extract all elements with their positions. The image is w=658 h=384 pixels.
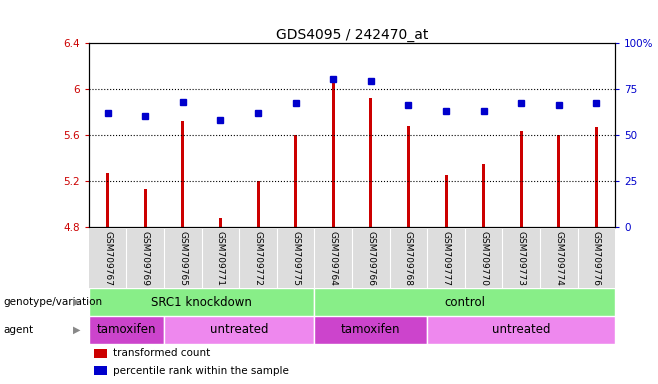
Bar xyxy=(257,181,259,227)
Text: control: control xyxy=(444,296,486,309)
Bar xyxy=(143,189,147,227)
Text: untreated: untreated xyxy=(210,323,268,336)
Bar xyxy=(94,366,107,375)
Text: agent: agent xyxy=(3,325,34,335)
Bar xyxy=(315,316,427,344)
Bar xyxy=(164,316,315,344)
Bar xyxy=(89,288,315,316)
Text: GSM709776: GSM709776 xyxy=(592,231,601,286)
Text: GSM709769: GSM709769 xyxy=(141,231,150,286)
Text: GSM709767: GSM709767 xyxy=(103,231,112,286)
Text: percentile rank within the sample: percentile rank within the sample xyxy=(113,366,288,376)
Text: transformed count: transformed count xyxy=(113,348,210,358)
Bar xyxy=(315,288,615,316)
Text: SRC1 knockdown: SRC1 knockdown xyxy=(151,296,252,309)
Bar xyxy=(427,316,615,344)
Text: tamoxifen: tamoxifen xyxy=(341,323,401,336)
Bar xyxy=(557,135,561,227)
Text: GSM709772: GSM709772 xyxy=(253,231,263,286)
Bar xyxy=(94,349,107,358)
Bar xyxy=(294,135,297,227)
Bar xyxy=(520,131,522,227)
Text: GSM709777: GSM709777 xyxy=(442,231,451,286)
Bar xyxy=(407,126,410,227)
Text: genotype/variation: genotype/variation xyxy=(3,297,103,307)
Bar xyxy=(106,173,109,227)
Text: GSM709770: GSM709770 xyxy=(479,231,488,286)
Text: GSM709771: GSM709771 xyxy=(216,231,225,286)
Text: untreated: untreated xyxy=(492,323,551,336)
Bar xyxy=(89,316,164,344)
Text: GSM709768: GSM709768 xyxy=(404,231,413,286)
Bar xyxy=(182,121,184,227)
Bar xyxy=(445,175,447,227)
Bar xyxy=(369,98,372,227)
Text: GSM709773: GSM709773 xyxy=(517,231,526,286)
Text: ▶: ▶ xyxy=(73,297,81,307)
Bar xyxy=(219,218,222,227)
Title: GDS4095 / 242470_at: GDS4095 / 242470_at xyxy=(276,28,428,41)
Bar xyxy=(482,164,485,227)
Text: GSM709765: GSM709765 xyxy=(178,231,188,286)
Text: ▶: ▶ xyxy=(73,325,81,335)
Bar xyxy=(595,127,598,227)
Text: GSM709764: GSM709764 xyxy=(329,231,338,286)
Text: GSM709775: GSM709775 xyxy=(291,231,300,286)
Text: GSM709774: GSM709774 xyxy=(554,231,563,286)
Text: tamoxifen: tamoxifen xyxy=(97,323,156,336)
Text: GSM709766: GSM709766 xyxy=(367,231,375,286)
Bar xyxy=(332,83,335,227)
